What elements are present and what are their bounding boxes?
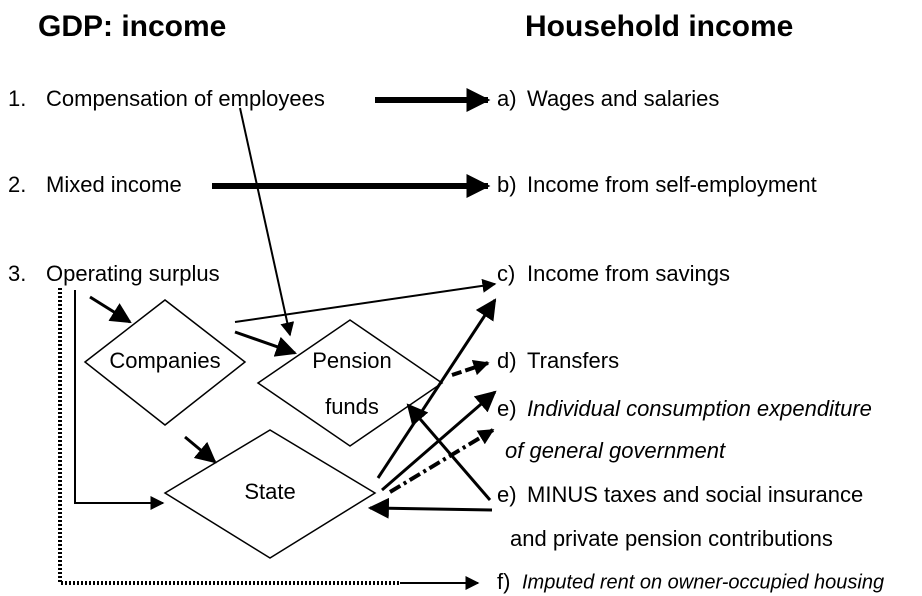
node-label: funds	[325, 394, 379, 419]
arrow	[234, 330, 297, 357]
left-item: Compensation of employees	[46, 86, 325, 111]
node-state	[163, 429, 377, 559]
arrow	[406, 403, 492, 501]
right-item: Individual consumption expenditure	[527, 396, 872, 421]
arrow	[367, 497, 493, 519]
left-number: 1.	[8, 86, 26, 111]
left-number: 2.	[8, 172, 26, 197]
right-item: MINUS taxes and social insurance	[527, 482, 863, 507]
right-label: a)	[497, 86, 517, 111]
header-left: GDP: income	[38, 10, 226, 43]
arrow	[234, 278, 497, 323]
arrows	[58, 88, 497, 590]
right-label: e)	[497, 396, 517, 421]
node-pension	[256, 319, 444, 447]
right-item: Income from savings	[527, 261, 730, 286]
arrow	[451, 359, 490, 377]
left-item: Operating surplus	[46, 261, 220, 286]
dotted-line	[58, 288, 400, 585]
right-label: d)	[497, 348, 517, 373]
right-item: Wages and salaries	[527, 86, 719, 111]
left-number: 3.	[8, 261, 26, 286]
node-label: State	[244, 479, 295, 504]
arrow	[74, 290, 165, 510]
right-item-continuation: and private pension contributions	[510, 526, 833, 551]
arrow	[388, 428, 495, 494]
right-item: Transfers	[527, 348, 619, 373]
arrow	[376, 298, 497, 479]
right-label: c)	[497, 261, 515, 286]
arrow	[239, 107, 295, 337]
right-label: f)	[497, 569, 510, 594]
node-label: Pension	[312, 348, 392, 373]
right-label: e)	[497, 482, 517, 507]
arrow	[89, 295, 132, 324]
right-item-continuation: of general government	[505, 438, 726, 463]
arrow	[184, 435, 217, 464]
node-companies	[83, 299, 247, 426]
right-label: b)	[497, 172, 517, 197]
node-label: Companies	[109, 348, 220, 373]
left-item: Mixed income	[46, 172, 182, 197]
right-item: Income from self-employment	[527, 172, 817, 197]
header-right: Household income	[525, 10, 793, 43]
right-item: Imputed rent on owner-occupied housing	[522, 571, 884, 593]
